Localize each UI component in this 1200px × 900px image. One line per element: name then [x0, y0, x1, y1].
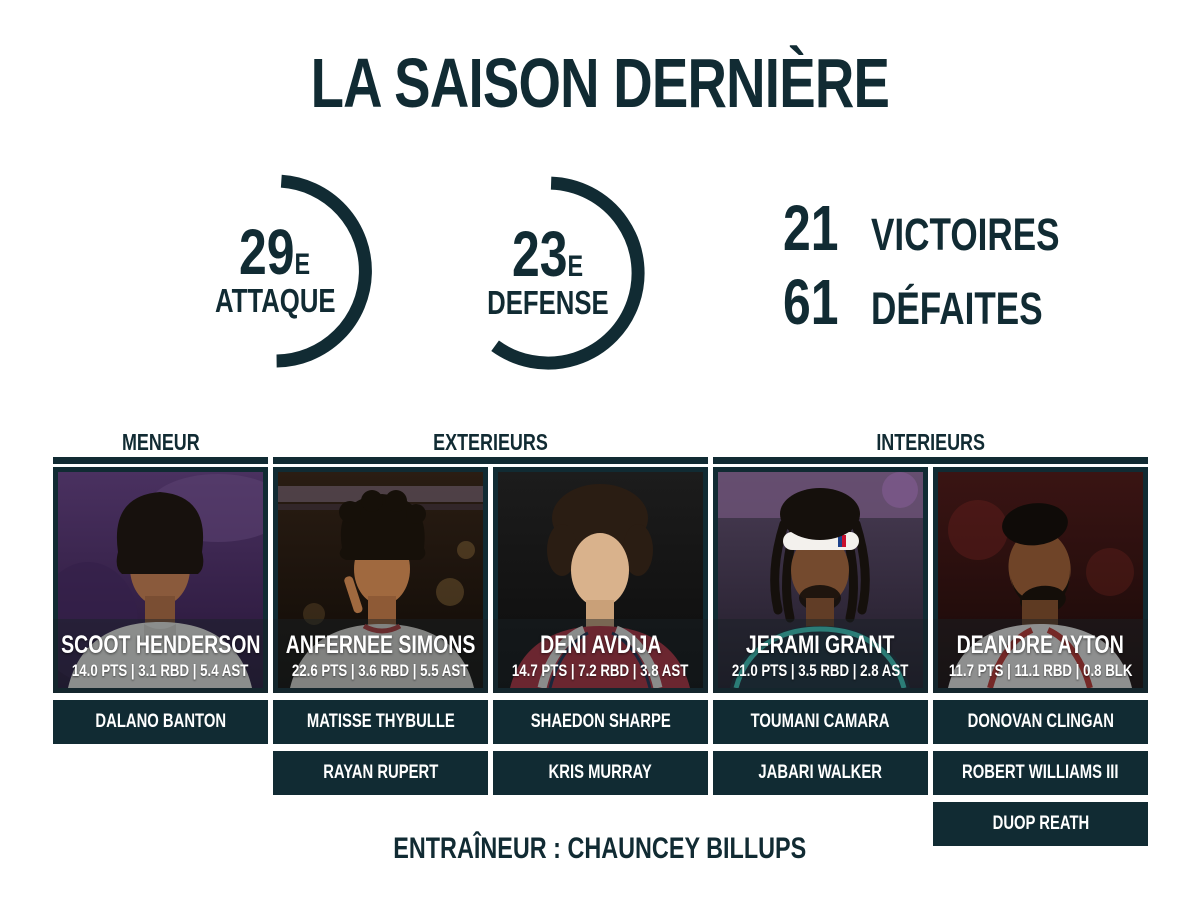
offense-rank-label: ATTAQUE: [214, 281, 336, 319]
backup-player-name: TOUMANI CAMARA: [751, 711, 890, 732]
offense-rank-value: 29: [239, 216, 295, 289]
player-photo-jerami-grant: [718, 472, 923, 688]
player-card-jerami-grant: JERAMI GRANT 21.0 PTS | 3.5 RBD | 2.8 AS…: [713, 467, 928, 693]
defense-rank-text: 23E DEFENSE: [438, 163, 658, 383]
backup-column-interieur-2: DONOVAN CLINGAN ROBERT WILLIAMS III DUOP…: [933, 700, 1148, 846]
player-info-overlay: JERAMI GRANT 21.0 PTS | 3.5 RBD | 2.8 AS…: [713, 619, 928, 693]
player-info-overlay: SCOOT HENDERSON 14.0 PTS | 3.1 RBD | 5.4…: [53, 619, 268, 693]
player-stats: 11.7 PTS | 11.1 RBD | 0.8 BLK: [948, 661, 1133, 680]
backup-player-box: DALANO BANTON: [53, 700, 268, 744]
player-card-deandre-ayton: DEANDRE AYTON 11.7 PTS | 11.1 RBD | 0.8 …: [933, 467, 1148, 693]
player-card-deni-avdija: DENI AVDIJA 14.7 PTS | 7.2 RBD | 3.8 AST: [493, 467, 708, 693]
position-header-exterieurs: EXTERIEURS: [273, 430, 708, 464]
offense-rank-suffix: E: [294, 248, 311, 282]
losses-label: DÉFAITES: [871, 283, 1043, 334]
backup-player-box: ROBERT WILLIAMS III: [933, 751, 1148, 795]
page-title-text: LA SAISON DERNIÈRE: [310, 44, 890, 122]
backup-column-meneur: DALANO BANTON: [53, 700, 268, 744]
position-label-interieurs: INTERIEURS: [876, 429, 985, 455]
backup-player-name: DUOP REATH: [992, 813, 1089, 834]
player-name: ANFERNEE SIMONS: [285, 631, 476, 659]
player-stats: 22.6 PTS | 3.6 RBD | 5.5 AST: [292, 661, 469, 680]
backup-player-name: MATISSE THYBULLE: [306, 711, 455, 732]
player-stats: 14.7 PTS | 7.2 RBD | 3.8 AST: [512, 661, 689, 680]
backup-player-box: RAYAN RUPERT: [273, 751, 488, 795]
backup-column-exterieur-1: MATISSE THYBULLE RAYAN RUPERT: [273, 700, 488, 795]
header-underline-bar: [273, 457, 708, 464]
player-name: DEANDRE AYTON: [956, 631, 1125, 659]
backup-column-interieur-1: TOUMANI CAMARA JABARI WALKER: [713, 700, 928, 795]
player-info-overlay: DEANDRE AYTON 11.7 PTS | 11.1 RBD | 0.8 …: [933, 619, 1148, 693]
player-photo-deni-avdija: [498, 472, 703, 688]
backup-player-box: DUOP REATH: [933, 802, 1148, 846]
player-info-overlay: DENI AVDIJA 14.7 PTS | 7.2 RBD | 3.8 AST: [493, 619, 708, 693]
defense-rank-label: DEFENSE: [487, 283, 609, 321]
backup-player-name: KRIS MURRAY: [548, 762, 653, 783]
player-info-overlay: ANFERNEE SIMONS 22.6 PTS | 3.6 RBD | 5.5…: [273, 619, 488, 693]
backup-player-box: KRIS MURRAY: [493, 751, 708, 795]
coach-line: ENTRAÎNEUR : CHAUNCEY BILLUPS: [0, 834, 1200, 864]
wins-value: 21: [783, 192, 839, 264]
player-card-scoot-henderson: SCOOT HENDERSON 14.0 PTS | 3.1 RBD | 5.4…: [53, 467, 268, 693]
position-header-meneur: MENEUR: [53, 430, 268, 464]
player-stats: 14.0 PTS | 3.1 RBD | 5.4 AST: [72, 661, 249, 680]
backup-player-name: RAYAN RUPERT: [322, 762, 439, 783]
page-title: LA SAISON DERNIÈRE: [0, 48, 1200, 118]
player-stats: 21.0 PTS | 3.5 RBD | 2.8 AST: [732, 661, 909, 680]
backup-player-box: DONOVAN CLINGAN: [933, 700, 1148, 744]
position-label-meneur: MENEUR: [121, 429, 200, 455]
backup-player-box: TOUMANI CAMARA: [713, 700, 928, 744]
player-portrait-illustration: [498, 472, 703, 688]
defense-arc-icon: [491, 176, 645, 370]
player-photo-deandre-ayton: [938, 472, 1143, 688]
backup-player-name: ROBERT WILLIAMS III: [962, 762, 1119, 783]
defense-rank-value: 23: [512, 218, 568, 291]
player-card-anfernee-simons: ANFERNEE SIMONS 22.6 PTS | 3.6 RBD | 5.5…: [273, 467, 488, 693]
backup-player-box: MATISSE THYBULLE: [273, 700, 488, 744]
wins-row: 21 VICTOIRES: [783, 196, 1113, 270]
wins-label: VICTOIRES: [871, 209, 1060, 260]
offense-arc-icon: [276, 174, 372, 368]
position-label-exterieurs: EXTERIEURS: [433, 429, 548, 455]
backup-player-box: SHAEDON SHARPE: [493, 700, 708, 744]
player-name: SCOOT HENDERSON: [60, 631, 261, 659]
player-portrait-illustration: [718, 472, 923, 688]
season-record: 21 VICTOIRES 61 DÉFAITES: [783, 196, 1113, 344]
player-portrait-illustration: [278, 472, 483, 688]
defense-rank-suffix: E: [567, 250, 584, 284]
player-portrait-illustration: [58, 472, 263, 688]
backup-player-box: JABARI WALKER: [713, 751, 928, 795]
player-photo-scoot-henderson: [58, 472, 263, 688]
position-header-interieurs: INTERIEURS: [713, 430, 1148, 464]
defense-rank-gauge: 23E DEFENSE: [438, 163, 658, 383]
backup-player-name: DONOVAN CLINGAN: [967, 711, 1114, 732]
player-portrait-illustration: [938, 472, 1143, 688]
player-name: DENI AVDIJA: [539, 631, 662, 659]
backup-player-name: SHAEDON SHARPE: [530, 711, 671, 732]
backup-player-name: JABARI WALKER: [758, 762, 883, 783]
backup-player-name: DALANO BANTON: [95, 711, 226, 732]
header-underline-bar: [53, 457, 268, 464]
header-underline-bar: [713, 457, 1148, 464]
offense-rank-text: 29E ATTAQUE: [165, 161, 385, 381]
player-photo-anfernee-simons: [278, 472, 483, 688]
offense-rank-gauge: 29E ATTAQUE: [165, 161, 385, 381]
losses-value: 61: [783, 266, 839, 338]
backup-column-exterieur-2: SHAEDON SHARPE KRIS MURRAY: [493, 700, 708, 795]
losses-row: 61 DÉFAITES: [783, 270, 1113, 344]
player-name: JERAMI GRANT: [746, 631, 895, 659]
coach-name-text: ENTRAÎNEUR : CHAUNCEY BILLUPS: [393, 832, 807, 865]
